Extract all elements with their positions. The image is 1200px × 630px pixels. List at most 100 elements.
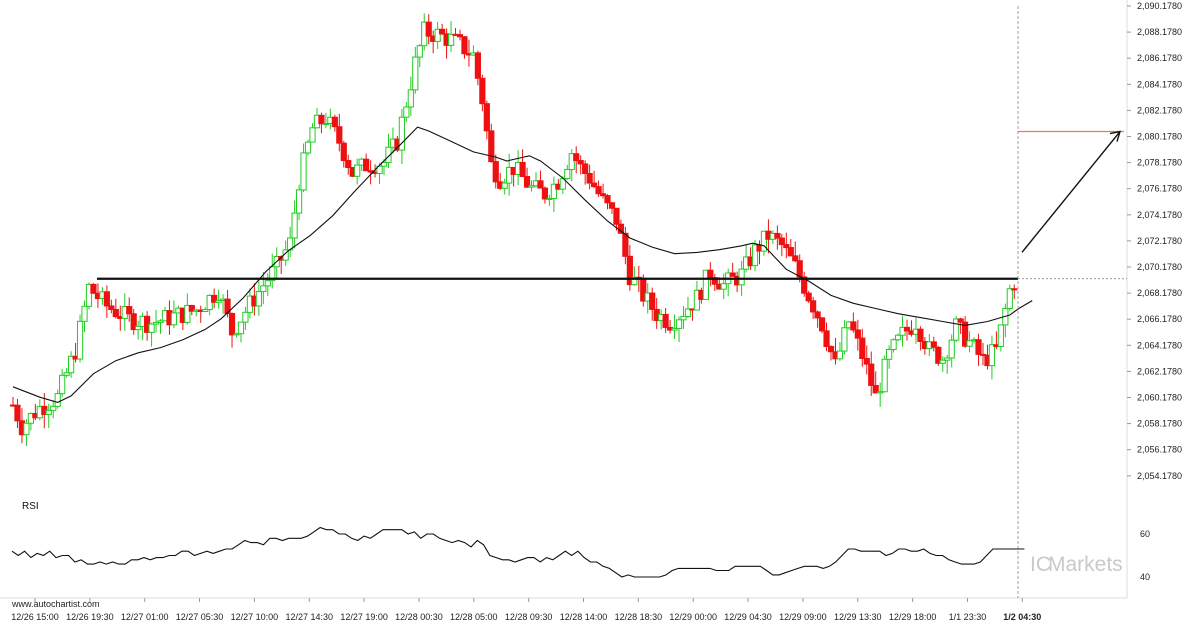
rsi-label: RSI xyxy=(22,501,39,512)
candle-up xyxy=(398,116,405,151)
candle-up xyxy=(45,409,52,415)
candle-up xyxy=(76,320,84,360)
candle-down xyxy=(425,21,432,37)
candle-down xyxy=(492,161,499,183)
candle-down xyxy=(363,158,370,172)
candle-down xyxy=(792,255,799,262)
candle-down xyxy=(573,153,580,162)
candle-down xyxy=(474,52,481,79)
candle-up xyxy=(59,374,66,395)
candle-down xyxy=(90,283,97,294)
forecast-arrow xyxy=(1021,131,1121,253)
candle-down xyxy=(336,126,343,144)
price-tick-label: 2,064.1780 xyxy=(1137,340,1182,350)
candle-up xyxy=(152,321,160,325)
candle-up xyxy=(702,269,709,300)
price-tick-label: 2,058.1780 xyxy=(1137,419,1182,429)
candle-up xyxy=(68,355,75,374)
price-tick-label: 2,086.1780 xyxy=(1137,53,1182,63)
candle-down xyxy=(340,142,347,162)
candle-up xyxy=(184,304,191,323)
brand-markets: Markets xyxy=(1048,553,1123,576)
candle-up xyxy=(63,372,70,376)
candle-up xyxy=(309,127,316,143)
time-tick-label: 1/1 23:30 xyxy=(949,612,987,622)
time-tick-label: 12/29 00:00 xyxy=(669,612,717,622)
forecast-arrow-head xyxy=(1109,130,1122,142)
candle-down xyxy=(318,114,325,125)
candle-up xyxy=(836,350,844,360)
candle-up xyxy=(322,123,329,126)
candle-up xyxy=(412,56,419,91)
candle-up xyxy=(675,319,683,329)
candle-down xyxy=(872,384,879,394)
candle-up xyxy=(881,358,888,393)
candle-down xyxy=(456,34,464,38)
candle-up xyxy=(434,28,441,42)
candle-up xyxy=(997,324,1004,348)
candle-down xyxy=(595,186,602,195)
candle-down xyxy=(439,28,446,35)
candle-up xyxy=(269,266,276,282)
candle-down xyxy=(778,237,785,246)
rsi-line xyxy=(11,526,1025,578)
candle-up xyxy=(447,33,455,46)
candle-up xyxy=(170,312,178,326)
candle-up xyxy=(944,357,951,361)
rsi-tick-label: 40 xyxy=(1140,572,1150,582)
candles xyxy=(9,13,1018,446)
candle-down xyxy=(461,36,468,55)
candle-up xyxy=(242,311,249,323)
candle-down xyxy=(729,272,736,277)
price-tick-label: 2,076.1780 xyxy=(1137,184,1182,194)
candle-up xyxy=(54,393,61,407)
candle-up xyxy=(631,276,638,286)
candle-down xyxy=(582,163,589,174)
candle-up xyxy=(202,309,209,312)
candle-down xyxy=(810,300,817,313)
candle-down xyxy=(224,298,231,315)
candle-down xyxy=(818,317,826,332)
time-tick-label: 12/27 01:00 xyxy=(121,612,169,622)
candle-down xyxy=(854,329,861,339)
candle-up xyxy=(403,106,410,118)
candle-up xyxy=(81,305,88,322)
candle-up xyxy=(890,339,897,350)
candle-up xyxy=(407,89,414,108)
candle-up xyxy=(260,285,267,293)
time-tick-label: 12/27 10:00 xyxy=(231,612,279,622)
candle-up xyxy=(376,165,383,174)
candle-up xyxy=(894,334,902,341)
candle-down xyxy=(519,161,526,178)
candle-down xyxy=(796,260,803,278)
price-tick-label: 2,066.1780 xyxy=(1137,314,1182,324)
candle-down xyxy=(591,182,598,188)
candle-up xyxy=(215,299,222,303)
time-tick-label: 12/29 13:30 xyxy=(834,612,882,622)
candle-down xyxy=(622,232,629,257)
candle-down xyxy=(188,304,195,312)
candle-up xyxy=(237,321,245,335)
candle-up xyxy=(27,413,34,424)
candle-down xyxy=(613,207,620,225)
candle-up xyxy=(157,320,164,323)
candle-down xyxy=(823,330,830,348)
candle-up xyxy=(953,318,960,341)
time-tick-label: 1/2 04:30 xyxy=(1003,612,1041,622)
candle-down xyxy=(599,193,607,197)
candle-up xyxy=(693,289,701,311)
time-tick-label: 12/28 09:30 xyxy=(505,612,553,622)
candle-up xyxy=(380,161,388,167)
candle-down xyxy=(930,341,937,348)
candle-up xyxy=(760,230,768,252)
candle-up xyxy=(354,164,361,177)
candle-up xyxy=(148,323,155,333)
candle-down xyxy=(774,232,781,239)
price-tick-label: 2,068.1780 xyxy=(1137,288,1182,298)
candle-up xyxy=(680,316,687,321)
time-tick-label: 12/28 14:00 xyxy=(560,612,608,622)
price-tick-label: 2,084.1780 xyxy=(1137,79,1182,89)
rsi-tick-label: 60 xyxy=(1140,529,1150,539)
rsi-axis: 60 40 xyxy=(1140,529,1150,582)
